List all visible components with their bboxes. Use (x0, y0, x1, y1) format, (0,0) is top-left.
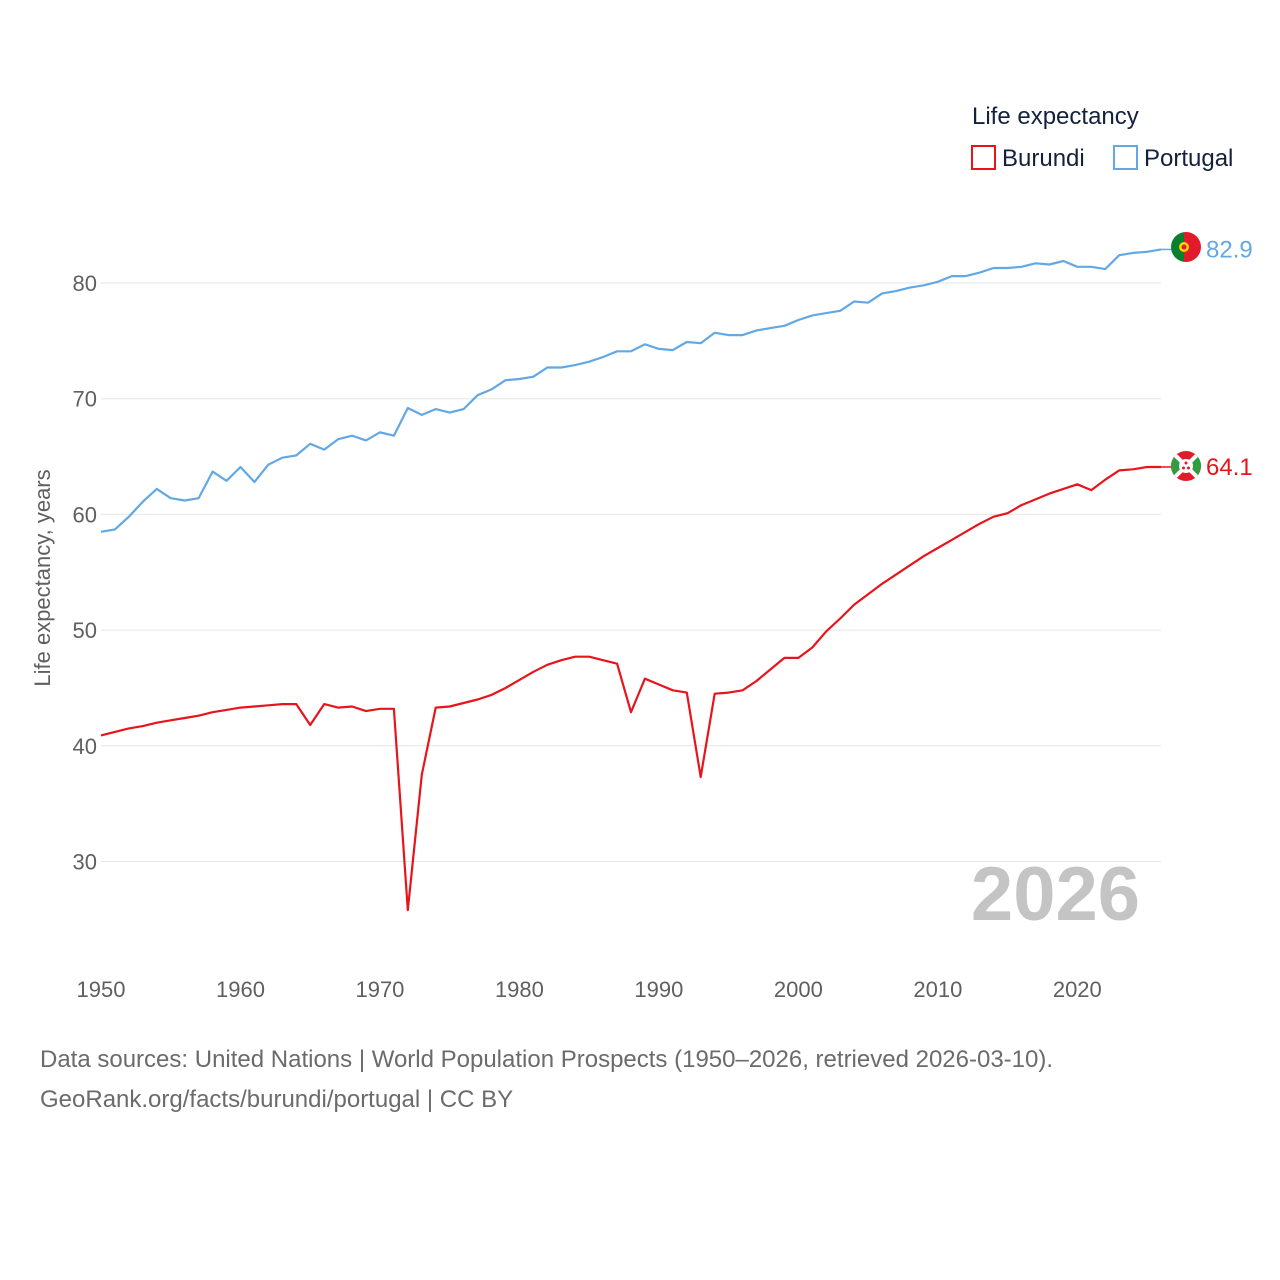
legend-item-portugal[interactable]: Portugal (1113, 145, 1233, 172)
legend-label-burundi: Burundi (1002, 145, 1085, 172)
end-value-label-burundi: 64.1 (1206, 454, 1253, 481)
life-expectancy-chart: 30 40 50 60 70 80 1950 1960 1970 1980 1990 2000 201… (30, 103, 1253, 1002)
x-tick-label-1960: 1960 (216, 977, 265, 1002)
x-tick-label-2020: 2020 (1053, 977, 1102, 1002)
x-axis-ticks: 1950 1960 1970 1980 1990 2000 2010 2020 (77, 977, 1102, 1002)
y-tick-label-40: 40 (73, 734, 97, 759)
series-endpoints: 64.1 82.9 (1161, 236, 1253, 481)
x-tick-label-2000: 2000 (774, 977, 823, 1002)
legend-title: Life expectancy (972, 103, 1139, 130)
portugal-flag-icon (1171, 232, 1201, 262)
legend-swatch-portugal (1113, 145, 1138, 170)
y-axis-ticks: 30 40 50 60 70 80 (73, 271, 97, 875)
legend: Life expectancy Burundi Portugal (971, 103, 1233, 172)
legend-item-burundi[interactable]: Burundi (971, 145, 1085, 172)
y-tick-label-80: 80 (73, 271, 97, 296)
y-tick-label-70: 70 (73, 387, 97, 412)
y-axis-title: Life expectancy, years (30, 469, 55, 686)
x-tick-label-1950: 1950 (77, 977, 126, 1002)
end-value-label-portugal: 82.9 (1206, 236, 1253, 263)
x-tick-label-1990: 1990 (634, 977, 683, 1002)
y-tick-label-50: 50 (73, 618, 97, 643)
y-tick-label-60: 60 (73, 502, 97, 527)
data-source-note: Data sources: United Nations | World Pop… (40, 1046, 1054, 1073)
series-line-portugal (100, 248, 1162, 533)
x-tick-label-2010: 2010 (913, 977, 962, 1002)
burundi-flag-icon (1171, 451, 1201, 481)
gridlines (101, 282, 1161, 862)
series-line-burundi (100, 465, 1161, 912)
legend-label-portugal: Portugal (1144, 145, 1233, 172)
x-tick-label-1970: 1970 (355, 977, 404, 1002)
year-watermark: 2026 (971, 852, 1140, 937)
x-tick-label-1980: 1980 (495, 977, 544, 1002)
series-lines (100, 248, 1162, 912)
y-tick-label-30: 30 (73, 850, 97, 875)
legend-swatch-burundi (971, 145, 996, 170)
site-attribution-link[interactable]: GeoRank.org/facts/burundi/portugal | CC … (40, 1086, 514, 1113)
